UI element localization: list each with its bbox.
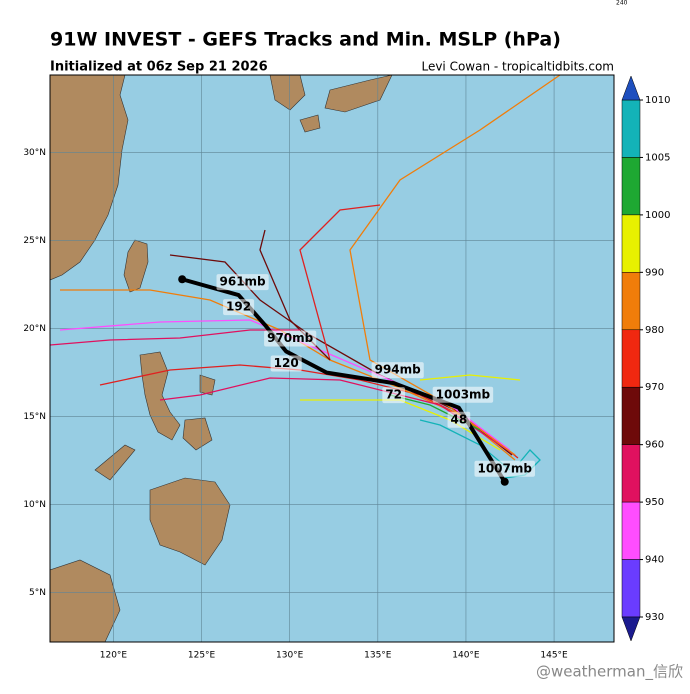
title: 91W INVEST - GEFS Tracks and Min. MSLP (… bbox=[50, 29, 561, 51]
colorbar-tick-label: 980 bbox=[645, 325, 664, 336]
colorbar-tick-label: 950 bbox=[645, 497, 664, 508]
x-tick-label: 135°E bbox=[364, 651, 392, 661]
colorbar-segment bbox=[621, 501, 641, 560]
track-label: 120 bbox=[274, 356, 299, 370]
map-frame bbox=[49, 74, 615, 643]
track-label: 192 bbox=[226, 300, 251, 314]
track-point bbox=[500, 477, 509, 486]
colorbar-tick-label: 1000 bbox=[645, 210, 670, 221]
track-label: 48 bbox=[451, 412, 468, 426]
label-box bbox=[432, 386, 494, 403]
label-box bbox=[371, 362, 424, 379]
colorbar-bottom bbox=[621, 616, 641, 642]
track-label: 1007mb bbox=[477, 461, 532, 475]
x-tick-label: 145°E bbox=[540, 651, 568, 661]
x-tick-label: 140°E bbox=[452, 651, 480, 661]
label-box bbox=[264, 330, 317, 347]
y-tick-label: 25°N bbox=[23, 236, 46, 246]
land bbox=[50, 75, 393, 642]
colorbar-segment bbox=[621, 329, 641, 388]
y-tick-label: 20°N bbox=[23, 324, 46, 334]
y-tick-label: 15°N bbox=[23, 412, 46, 422]
colorbar-tick-label: 1010 bbox=[645, 95, 670, 106]
colorbar-tick-label: 990 bbox=[645, 267, 664, 278]
label-box bbox=[382, 387, 406, 404]
label-box bbox=[447, 411, 471, 428]
colorbar-segment bbox=[621, 444, 641, 503]
colorbar-tick-label: 1005 bbox=[645, 152, 670, 163]
track-point bbox=[178, 275, 187, 284]
colorbar-segment bbox=[621, 214, 641, 273]
colorbar-segment bbox=[621, 99, 641, 158]
track-label: 1003mb bbox=[436, 387, 491, 401]
track-label: 961mb bbox=[220, 275, 267, 289]
colorbar-top bbox=[621, 75, 641, 101]
label-box bbox=[216, 274, 269, 291]
track-label: 970mb bbox=[267, 331, 314, 345]
colorbar-segment bbox=[621, 559, 641, 618]
colorbar-segment bbox=[621, 157, 641, 216]
y-tick-label: 30°N bbox=[23, 148, 46, 158]
label-box bbox=[270, 355, 302, 372]
label-box bbox=[474, 460, 535, 477]
watermark: @weatherman_信欣 bbox=[536, 663, 683, 682]
track-label: 994mb bbox=[375, 363, 422, 377]
label-box bbox=[223, 299, 255, 316]
credit: Levi Cowan - tropicaltidbits.com bbox=[421, 60, 614, 74]
subtitle: Initialized at 06z Sep 21 2026 bbox=[50, 60, 268, 75]
colorbar-segment bbox=[621, 386, 641, 445]
x-tick-label: 120°E bbox=[100, 651, 128, 661]
colorbar-tick-label: 960 bbox=[645, 440, 664, 451]
track-label: 72 bbox=[385, 388, 402, 402]
corner-label: 240 bbox=[616, 0, 628, 7]
colorbar-tick-label: 970 bbox=[645, 382, 664, 393]
colorbar-tick-label: 930 bbox=[645, 612, 664, 623]
ocean bbox=[50, 75, 614, 642]
x-tick-label: 125°E bbox=[188, 651, 216, 661]
colorbar-segment bbox=[621, 272, 641, 331]
y-tick-label: 10°N bbox=[23, 500, 46, 510]
x-tick-label: 130°E bbox=[276, 651, 304, 661]
y-tick-label: 5°N bbox=[29, 588, 46, 598]
colorbar-tick-label: 940 bbox=[645, 555, 664, 566]
